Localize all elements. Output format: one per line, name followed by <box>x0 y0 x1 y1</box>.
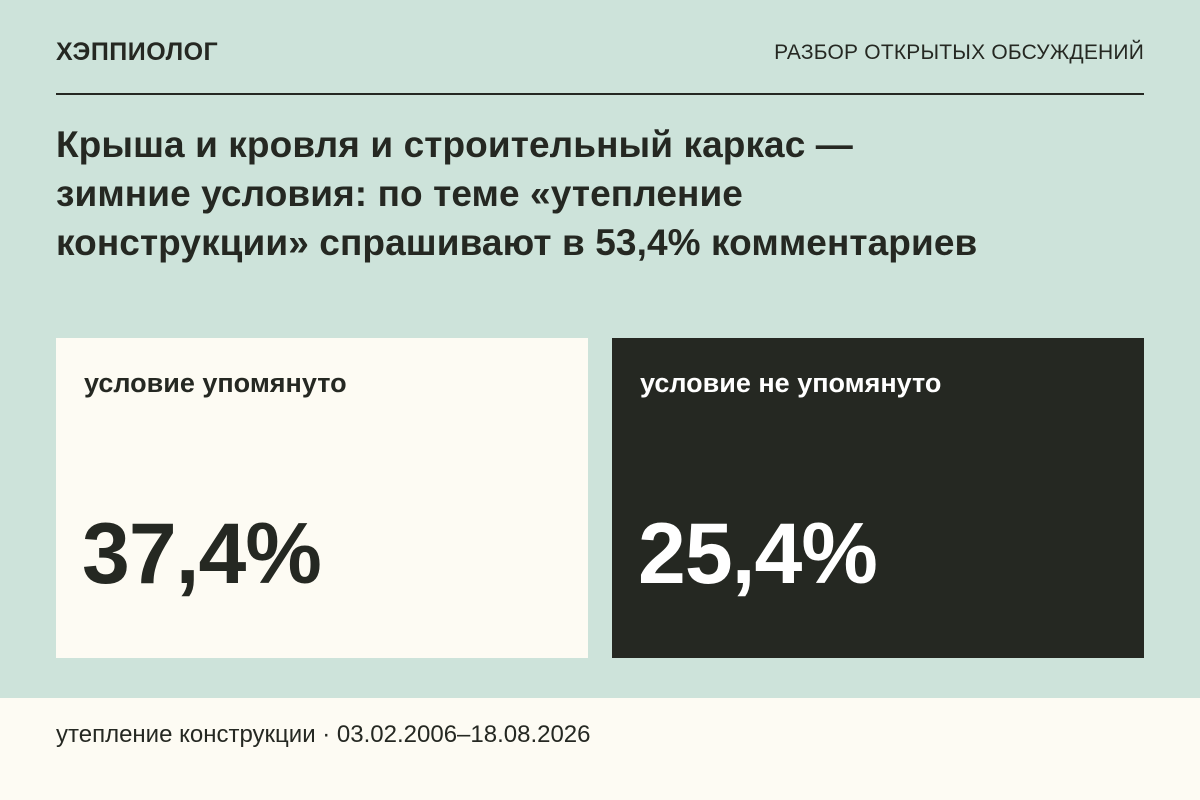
headline-line-3: конструкции» спрашивают в 53,4% коммента… <box>56 222 978 263</box>
stat-card-not-mentioned: условие не упомянуто 25,4% <box>612 338 1144 658</box>
brand-logo-text: ХЭППИОЛОГ <box>56 38 219 66</box>
headline: Крыша и кровля и строительный каркас — з… <box>56 120 1156 267</box>
stat-card-label: условие упомянуто <box>84 368 347 398</box>
header-divider <box>56 93 1144 95</box>
footer-caption: утепление конструкции · 03.02.2006–18.08… <box>56 721 591 748</box>
headline-line-1: Крыша и кровля и строительный каркас — <box>56 124 853 165</box>
section-label: РАЗБОР ОТКРЫТЫХ ОБСУЖДЕНИЙ <box>774 41 1144 64</box>
stat-card-value: 25,4% <box>638 506 878 602</box>
headline-line-2: зимние условия: по теме «утепление <box>56 173 743 214</box>
stat-card-value: 37,4% <box>82 506 322 602</box>
stat-card-mentioned: условие упомянуто 37,4% <box>56 338 588 658</box>
page-header: ХЭППИОЛОГ РАЗБОР ОТКРЫТЫХ ОБСУЖДЕНИЙ <box>56 36 1144 76</box>
footer: утепление конструкции · 03.02.2006–18.08… <box>0 698 1200 800</box>
stat-card-label: условие не упомянуто <box>640 368 942 398</box>
